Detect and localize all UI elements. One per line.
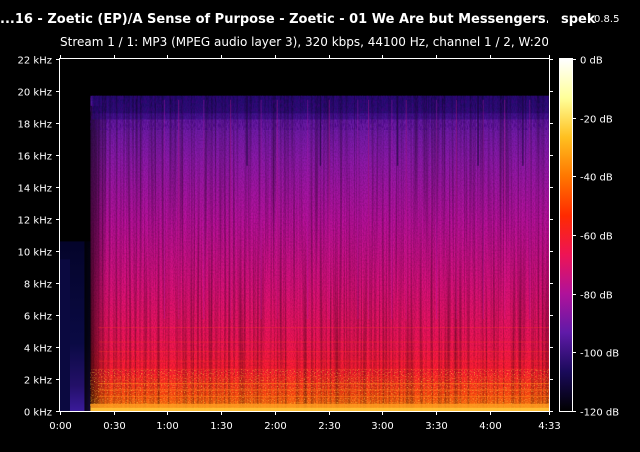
transient-streak [178,99,180,319]
y-tick-label: 4 kHz [24,344,52,355]
y-tick-label: 22 kHz [18,56,52,67]
app-version: 0.8.5 [594,14,620,25]
colorbar-tick-label: -40 dB [580,173,613,184]
colorbar: 0 dB -20 dB -40 dB -60 dB -80 dB -100 dB -120 … [559,56,619,419]
colorbar-tick-label: -120 dB [580,408,619,419]
colorbar-tick-label: -20 dB [580,115,613,126]
transient-streak [455,99,457,319]
dark-gap [319,95,322,166]
harmonic-line [98,395,549,397]
x-tick-label: 0:00 [49,421,71,432]
harmonic-line [98,351,549,353]
transient-streak [482,99,484,319]
y-tick-label: 14 kHz [18,184,52,195]
harmonic-line [98,376,549,378]
x-tick-label: 0:30 [103,421,125,432]
plot-frame [59,58,550,412]
dark-gap [522,95,524,166]
colorbar-tick-label: -80 dB [580,291,613,302]
colorbar-tick-label: -60 dB [580,232,613,243]
spectrogram-plot [60,59,549,411]
lead-in-edge [60,259,70,411]
transient-streak [163,99,165,319]
harmonic-line [98,327,549,329]
y-tick-label: 2 kHz [24,376,52,387]
transient-streak [368,99,370,319]
harmonic-line [98,389,549,391]
y-tick-label: 8 kHz [24,280,52,291]
harmonic-line [98,360,549,362]
y-tick-label: 6 kHz [24,312,52,323]
colorbar-tick-label: -100 dB [580,349,619,360]
transient-streak [391,99,393,319]
dark-gap [246,95,248,166]
y-tick-label: 20 kHz [18,88,52,99]
x-tick-label: 4:00 [479,421,501,432]
app-name: spek [561,12,596,27]
colorbar-gradient [560,59,572,411]
x-tick-label: 1:00 [156,421,178,432]
transient-streak [276,99,278,319]
y-tick-label: 10 kHz [18,248,52,259]
stream-info: Stream 1 / 1: MP3 (MPEG audio layer 3), … [60,35,548,49]
y-tick-label: 0 kHz [24,408,52,419]
transient-streak [260,99,262,319]
dark-gap [477,95,479,166]
transient-streak [328,99,330,319]
transient-streak [504,99,506,319]
file-title: ...16 - Zoetic (EP)/A Sense of Purpose -… [0,12,548,27]
transient-streak [529,99,531,319]
transient-streak [230,99,232,319]
harmonic-line [98,383,549,385]
bass-floor [90,403,549,411]
dark-gap [396,95,399,166]
x-tick-label: 3:30 [425,421,447,432]
transient-streak [405,99,407,319]
bass-floor-bright [90,407,549,411]
chart-axes: 0:00 0:30 1:00 1:30 2:00 2:30 3:00 3:30 4:00 4:33… [18,55,561,432]
transient-streak [203,99,205,319]
x-tick-label: 1:30 [210,421,232,432]
y-tick-label: 18 kHz [18,120,52,131]
x-tick-label: 2:00 [264,421,286,432]
harmonic-line [98,368,549,370]
transient-streak [436,99,438,319]
colorbar-tick-label: 0 dB [580,56,603,67]
x-tick-label: 4:33 [538,421,560,432]
x-tick-label: 2:30 [318,421,340,432]
harmonic-line [98,341,549,343]
y-tick-label: 12 kHz [18,216,52,227]
transient-streak [357,99,359,319]
y-tick-label: 16 kHz [18,152,52,163]
x-tick-label: 3:00 [371,421,393,432]
transient-streak [307,99,309,319]
